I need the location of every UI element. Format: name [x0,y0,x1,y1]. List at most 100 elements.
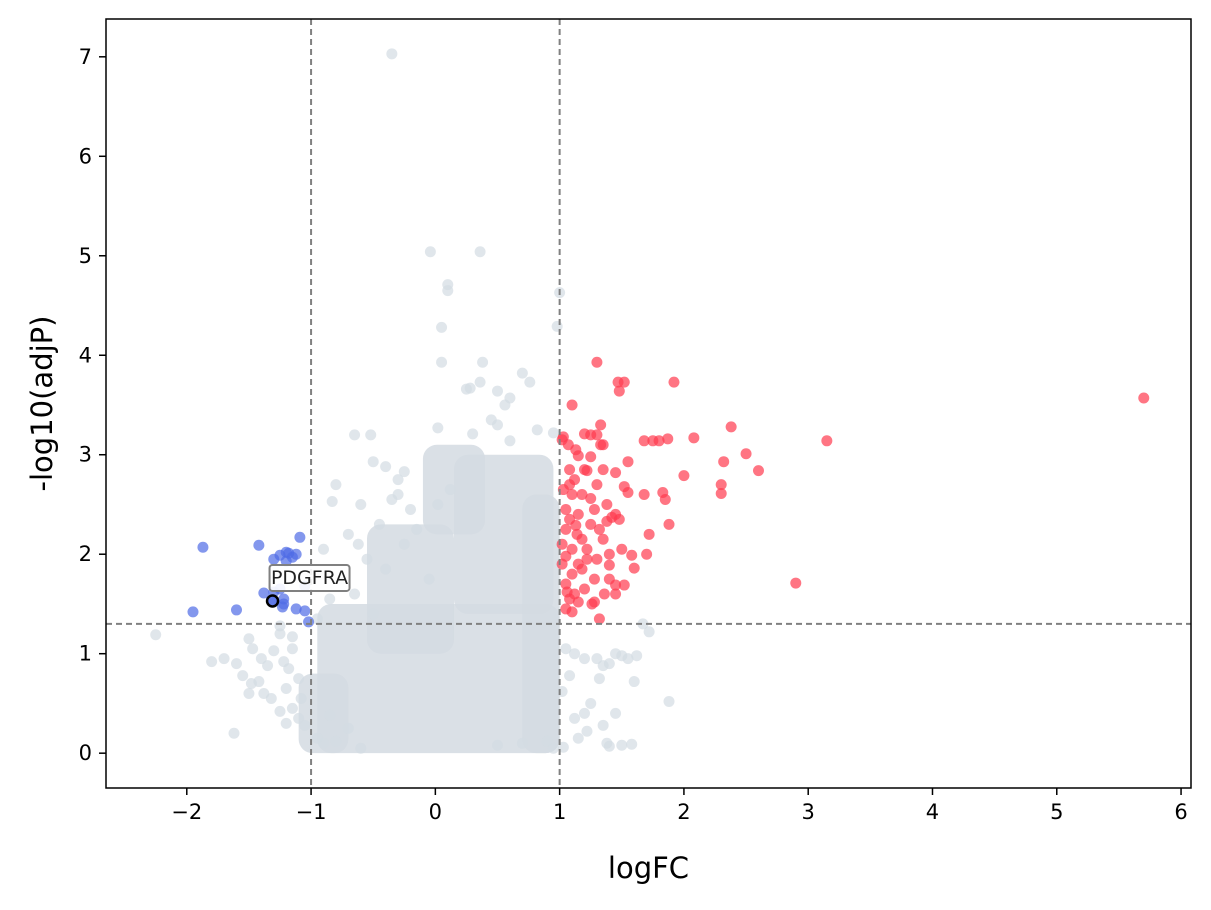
point-up-42 [585,451,597,463]
point-not-significant-85 [330,735,342,747]
point-up-3 [752,465,764,477]
point-up-5 [725,421,737,433]
point-down-17 [187,606,199,618]
point-not-significant-11 [524,376,536,388]
point-up-11 [668,376,680,388]
point-up-51 [566,399,578,411]
point-up-0 [1138,392,1150,404]
point-not-significant-12 [474,376,486,388]
point-not-significant-55 [243,633,255,645]
point-down-15 [299,605,311,617]
point-not-significant-34 [326,495,338,507]
point-up-67 [603,548,615,560]
y-tick-label-2: 2 [79,542,92,566]
point-not-significant-108 [597,719,609,731]
point-not-significant-43 [423,573,435,585]
point-not-significant-44 [432,498,444,510]
y-tick-label-5: 5 [79,244,92,268]
point-not-significant-51 [311,613,323,625]
point-up-79 [585,518,597,530]
point-up-7 [715,479,727,491]
point-up-26 [622,456,634,468]
point-not-significant-72 [295,692,307,704]
point-not-significant-27 [367,456,379,468]
point-up-73 [572,596,584,608]
point-not-significant-6 [436,321,448,333]
point-up-86 [581,543,593,555]
point-not-significant-70 [280,717,292,729]
point-not-significant-45 [444,484,456,496]
point-up-95 [561,586,573,598]
point-not-significant-77 [228,727,240,739]
point-up-81 [566,489,578,501]
point-not-significant-89 [560,643,572,655]
point-up-2 [790,577,802,589]
y-tick-label-3: 3 [79,443,92,467]
point-not-significant-40 [392,489,404,501]
point-not-significant-97 [643,626,655,638]
point-up-21 [638,489,650,501]
point-not-significant-113 [663,695,675,707]
point-up-6 [718,456,730,468]
point-not-significant-37 [352,538,364,550]
point-not-significant-1 [424,246,436,258]
x-tick-label-4: 2 [677,800,690,824]
annotation-label-0: PDGFRA [271,567,348,589]
point-up-88 [593,523,605,535]
point-up-96 [566,606,578,618]
point-up-25 [618,481,630,493]
point-not-significant-8 [477,356,489,368]
x-tick-label-5: 3 [802,800,815,824]
point-down-8 [290,548,302,560]
point-not-significant-104 [569,712,581,724]
point-up-85 [569,474,581,486]
y-tick-label-6: 6 [79,144,92,168]
point-not-significant-101 [593,673,605,685]
point-not-significant-54 [274,628,286,640]
point-not-significant-9 [436,356,448,368]
point-not-significant-39 [361,553,373,565]
point-up-62 [595,419,607,431]
point-up-58 [566,568,578,580]
point-not-significant-30 [392,474,404,486]
point-not-significant-23 [531,424,543,436]
point-up-78 [597,464,609,476]
point-up-45 [578,464,590,476]
point-up-74 [578,583,590,595]
point-up-99 [598,588,610,600]
point-not-significant-29 [398,466,410,478]
point-up-87 [591,553,603,565]
point-not-significant-119 [516,737,528,749]
point-not-significant-38 [373,518,385,530]
point-not-significant-98 [637,618,649,630]
point-not-significant-20 [365,429,377,441]
point-not-significant-87 [342,722,354,734]
point-not-significant-110 [603,740,615,752]
point-up-91 [616,543,628,555]
point-not-significant-117 [581,725,593,737]
point-up-56 [560,503,572,515]
point-not-significant-88 [324,709,336,721]
point-up-65 [581,553,593,565]
point-up-94 [576,563,588,575]
point-not-significant-90 [569,648,581,660]
point-not-significant-99 [610,648,622,660]
point-up-83 [556,558,568,570]
point-not-significant-71 [274,705,286,717]
point-not-significant-65 [265,692,277,704]
point-not-significant-103 [578,707,590,719]
point-not-significant-79 [274,620,286,632]
point-not-significant-69 [299,719,311,731]
point-up-35 [603,559,615,571]
point-not-significant-67 [286,702,298,714]
point-not-significant-75 [278,656,290,668]
point-down-10 [258,587,270,599]
point-not-significant-10 [516,367,528,379]
point-up-68 [588,573,600,585]
point-not-significant-32 [355,498,367,510]
y-tick-label-1: 1 [79,642,92,666]
point-up-12 [663,518,675,530]
point-not-significant-47 [398,538,410,550]
